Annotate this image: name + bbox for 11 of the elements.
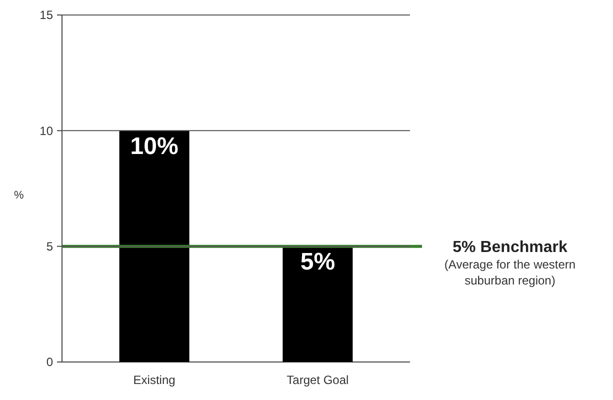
x-tick-label: Target Goal [286, 373, 349, 387]
data-label: 5% [300, 248, 336, 276]
data-label: 10% [130, 132, 178, 160]
y-axis-title: % [14, 190, 24, 202]
x-tick-label: Existing [133, 373, 176, 387]
ref-line-label: 5% Benchmark [452, 238, 568, 256]
y-tick-label: 5 [46, 240, 54, 254]
text: (Average for the western suburban region) [444, 257, 576, 288]
y-tick-label: 10 [40, 124, 54, 138]
y-tick-label: 15 [40, 8, 54, 22]
y-tick-label: 0 [46, 355, 54, 370]
